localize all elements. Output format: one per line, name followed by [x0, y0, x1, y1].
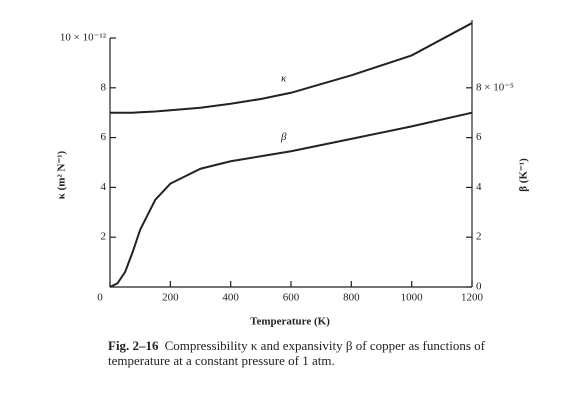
- y-tick-label: 8: [101, 81, 107, 93]
- x-tick-label: 400: [222, 292, 239, 304]
- x-tick-label: 1000: [401, 292, 424, 304]
- y2-tick-label: 0: [476, 281, 482, 293]
- series-line: [110, 22, 473, 114]
- series-label: κ: [281, 72, 287, 84]
- y-tick-label: 2: [101, 231, 107, 243]
- figure-number: Fig. 2–16: [108, 338, 159, 353]
- x-tick-label: 200: [162, 292, 179, 304]
- x-axis-label: Temperature (K): [250, 316, 330, 328]
- y-axis-label: κ (m² N⁻¹): [56, 150, 68, 199]
- y2-tick-label: 2: [476, 231, 482, 243]
- y-tick-label: 6: [101, 131, 107, 143]
- series-label: β: [280, 131, 287, 143]
- x-tick-label: 0: [97, 292, 103, 304]
- y2-axis-label: β (K⁻¹): [518, 158, 530, 192]
- y-tick-label: 10 × 10⁻¹²: [60, 32, 107, 44]
- x-tick-label: 1200: [461, 292, 484, 304]
- y2-tick-label: 4: [476, 181, 482, 193]
- series-line: [109, 111, 473, 288]
- caption: Fig. 2–16 Compressibility κ and expansivi…: [108, 338, 548, 368]
- y2-tick-label: 8 × 10⁻⁵: [476, 81, 514, 93]
- x-tick-label: 600: [283, 292, 300, 304]
- y2-tick-label: 6: [476, 131, 482, 143]
- caption-text: Compressibility κ and expansivity β of c…: [108, 338, 485, 368]
- y-tick-label: 4: [101, 181, 107, 193]
- x-tick-label: 800: [343, 292, 360, 304]
- chart: Temperature (K) κ (m² N⁻¹) β (K⁻¹) 0 200 4…: [56, 20, 530, 328]
